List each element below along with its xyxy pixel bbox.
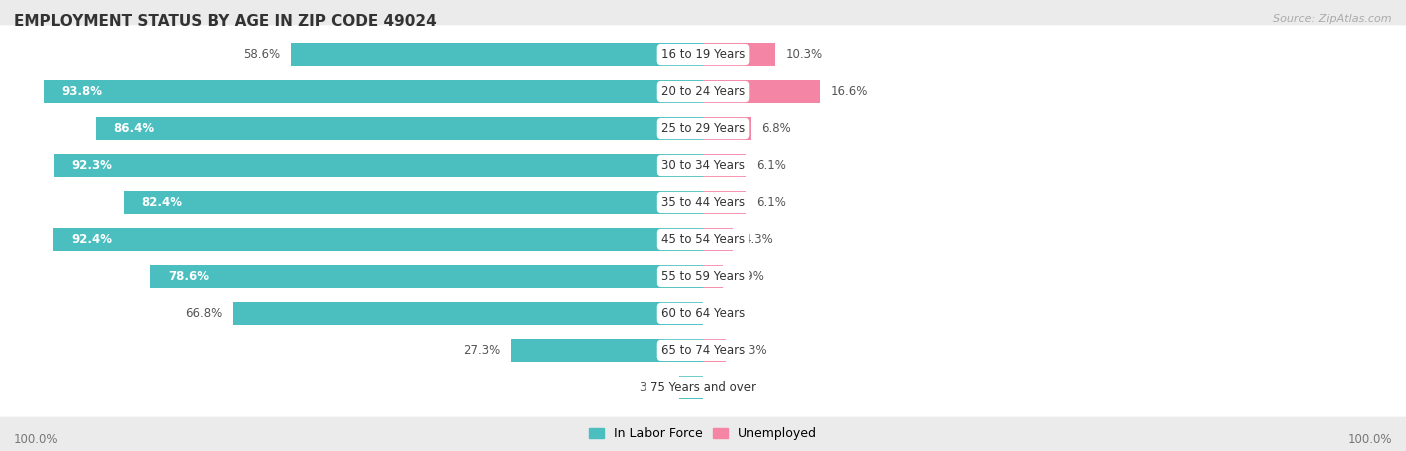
Text: 35 to 44 Years: 35 to 44 Years (661, 196, 745, 209)
Bar (679, 376, 703, 399)
Text: 0.0%: 0.0% (713, 307, 744, 320)
Text: 0.0%: 0.0% (713, 381, 744, 394)
Text: 10.3%: 10.3% (786, 48, 823, 61)
Text: 45 to 54 Years: 45 to 54 Years (661, 233, 745, 246)
Bar (44, 80, 703, 103)
Text: 58.6%: 58.6% (243, 48, 280, 61)
Text: 65 to 74 Years: 65 to 74 Years (661, 344, 745, 357)
Bar (703, 80, 820, 103)
Text: 16 to 19 Years: 16 to 19 Years (661, 48, 745, 61)
Bar (703, 43, 776, 66)
Text: 92.3%: 92.3% (72, 159, 112, 172)
Text: 78.6%: 78.6% (169, 270, 209, 283)
Bar (233, 302, 703, 325)
Bar (124, 191, 703, 214)
FancyBboxPatch shape (0, 136, 1406, 195)
Text: 60 to 64 Years: 60 to 64 Years (661, 307, 745, 320)
Text: 3.4%: 3.4% (638, 381, 669, 394)
Bar (53, 154, 703, 177)
FancyBboxPatch shape (0, 25, 1406, 84)
Text: Source: ZipAtlas.com: Source: ZipAtlas.com (1274, 14, 1392, 23)
Text: 6.8%: 6.8% (762, 122, 792, 135)
Bar (703, 191, 747, 214)
Text: 100.0%: 100.0% (1347, 433, 1392, 446)
Text: 82.4%: 82.4% (141, 196, 183, 209)
Text: 86.4%: 86.4% (112, 122, 155, 135)
Text: 3.3%: 3.3% (737, 344, 766, 357)
Text: 92.4%: 92.4% (70, 233, 112, 246)
Text: EMPLOYMENT STATUS BY AGE IN ZIP CODE 49024: EMPLOYMENT STATUS BY AGE IN ZIP CODE 490… (14, 14, 437, 28)
FancyBboxPatch shape (0, 247, 1406, 306)
Legend: In Labor Force, Unemployed: In Labor Force, Unemployed (589, 427, 817, 440)
Text: 75 Years and over: 75 Years and over (650, 381, 756, 394)
Text: 20 to 24 Years: 20 to 24 Years (661, 85, 745, 98)
Bar (703, 117, 751, 140)
Text: 6.1%: 6.1% (756, 159, 786, 172)
FancyBboxPatch shape (0, 358, 1406, 417)
Text: 6.1%: 6.1% (756, 196, 786, 209)
Text: 2.9%: 2.9% (734, 270, 763, 283)
FancyBboxPatch shape (0, 99, 1406, 158)
Bar (96, 117, 703, 140)
Bar (703, 339, 725, 362)
Bar (150, 265, 703, 288)
Text: 66.8%: 66.8% (186, 307, 222, 320)
Text: 93.8%: 93.8% (60, 85, 103, 98)
Text: 25 to 29 Years: 25 to 29 Years (661, 122, 745, 135)
FancyBboxPatch shape (0, 62, 1406, 121)
Bar (291, 43, 703, 66)
Text: 27.3%: 27.3% (464, 344, 501, 357)
Bar (703, 154, 747, 177)
FancyBboxPatch shape (0, 173, 1406, 232)
Text: 4.3%: 4.3% (744, 233, 773, 246)
Bar (703, 228, 734, 251)
Bar (53, 228, 703, 251)
Text: 30 to 34 Years: 30 to 34 Years (661, 159, 745, 172)
FancyBboxPatch shape (0, 321, 1406, 380)
Bar (512, 339, 703, 362)
FancyBboxPatch shape (0, 210, 1406, 269)
Bar (703, 265, 723, 288)
Text: 55 to 59 Years: 55 to 59 Years (661, 270, 745, 283)
Text: 100.0%: 100.0% (14, 433, 59, 446)
FancyBboxPatch shape (0, 284, 1406, 343)
Text: 16.6%: 16.6% (830, 85, 868, 98)
